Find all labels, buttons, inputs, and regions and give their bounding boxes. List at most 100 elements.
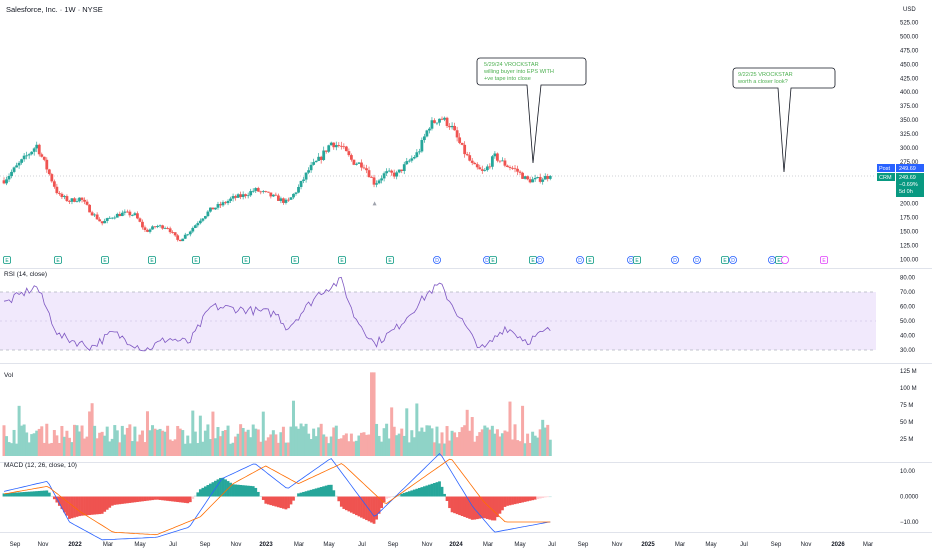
candle-body bbox=[506, 165, 509, 167]
time-tick-label: May bbox=[705, 542, 716, 548]
macd-histogram-bar bbox=[229, 482, 232, 497]
candle-body bbox=[123, 211, 127, 213]
macd-histogram-bar bbox=[377, 496, 381, 514]
macd-histogram-bar bbox=[528, 496, 532, 501]
rsi-tick-label: 70.00 bbox=[900, 290, 916, 296]
candle-body bbox=[239, 194, 243, 198]
volume-bar bbox=[143, 442, 147, 456]
candle-body bbox=[430, 120, 434, 129]
candle-body bbox=[151, 226, 154, 230]
volume-bar bbox=[249, 437, 253, 456]
macd-histogram-bar bbox=[27, 491, 31, 497]
volume-bar bbox=[259, 441, 263, 456]
volume-bar bbox=[12, 429, 16, 456]
candle-body bbox=[417, 151, 421, 153]
volume-bar bbox=[27, 442, 31, 456]
macd-histogram-bar bbox=[12, 492, 16, 497]
candle-body bbox=[93, 214, 97, 216]
price-tick-label: 525.00 bbox=[900, 21, 919, 27]
volume-bar bbox=[279, 432, 283, 456]
macd-histogram-bar bbox=[70, 496, 74, 519]
time-tick-label: Jul bbox=[358, 542, 366, 548]
macd-histogram-bar bbox=[332, 490, 336, 497]
volume-bar bbox=[364, 434, 368, 456]
candle-body bbox=[17, 162, 21, 166]
macd-histogram-bar bbox=[153, 496, 157, 500]
volume-bar bbox=[105, 426, 109, 456]
volume-bar bbox=[395, 435, 399, 456]
candle-body bbox=[455, 130, 459, 138]
volume-bar bbox=[427, 425, 431, 456]
candle-body bbox=[73, 198, 76, 202]
volume-bar bbox=[324, 436, 328, 456]
volume-bar bbox=[93, 425, 97, 456]
candle-body bbox=[201, 218, 205, 221]
macd-histogram-bar bbox=[274, 496, 278, 507]
candle-body bbox=[30, 151, 34, 155]
volume-bar bbox=[193, 431, 197, 456]
macd-histogram-bar bbox=[538, 496, 542, 499]
candle-body bbox=[143, 227, 147, 230]
macd-histogram-bar bbox=[25, 491, 29, 497]
macd-histogram-bar bbox=[63, 496, 66, 513]
candle-body bbox=[294, 192, 298, 194]
macd-histogram-bar bbox=[118, 496, 122, 505]
candle-body bbox=[214, 207, 217, 210]
macd-histogram-bar bbox=[271, 496, 275, 506]
macd-histogram-bar bbox=[168, 496, 172, 502]
volume-bar bbox=[548, 439, 552, 456]
earnings-marker-label: E bbox=[777, 258, 781, 264]
macd-histogram-bar bbox=[508, 496, 512, 506]
annotation-1-line: 5/29/24 VROCKSTAR bbox=[484, 62, 539, 68]
candle-body bbox=[141, 221, 144, 228]
earnings-marker bbox=[338, 256, 346, 264]
candle-body bbox=[261, 191, 265, 192]
volume-bar bbox=[163, 431, 167, 456]
volume-bar bbox=[211, 411, 215, 456]
volume-bar bbox=[25, 432, 29, 456]
candle-body bbox=[473, 162, 477, 165]
macd-histogram-bar bbox=[183, 496, 187, 503]
macd-histogram-bar bbox=[266, 496, 270, 505]
volume-bar bbox=[319, 423, 323, 456]
macd-histogram-bar bbox=[284, 496, 288, 510]
volume-bar bbox=[95, 438, 99, 456]
volume-bar bbox=[110, 438, 114, 456]
time-tick-label: Mar bbox=[294, 542, 304, 548]
candle-body bbox=[347, 151, 351, 156]
candle-body bbox=[428, 128, 431, 131]
macd-histogram-bar bbox=[470, 496, 474, 520]
macd-histogram-bar bbox=[181, 496, 185, 503]
annotation-2[interactable]: 9/22/25 VROCKSTAR worth a closer look? bbox=[732, 67, 836, 173]
macd-histogram-bar bbox=[178, 496, 182, 503]
earnings-marker bbox=[3, 256, 11, 264]
volume-bar bbox=[35, 430, 39, 456]
candle-body bbox=[319, 156, 323, 160]
macd-histogram-bar bbox=[241, 485, 245, 497]
macd-histogram-bar bbox=[90, 496, 94, 515]
volume-bar bbox=[294, 426, 298, 456]
candle-body bbox=[453, 125, 457, 131]
macd-histogram-bar bbox=[410, 490, 414, 497]
volume-bar bbox=[67, 437, 71, 456]
dividend-marker bbox=[671, 255, 680, 264]
last-price-change: −0.69% bbox=[899, 182, 918, 188]
candle-body bbox=[75, 201, 79, 203]
volume-bar bbox=[261, 411, 265, 456]
candle-body bbox=[523, 176, 527, 179]
volume-bar bbox=[246, 429, 250, 456]
macd-histogram-bar bbox=[287, 496, 290, 509]
macd-histogram-bar bbox=[83, 496, 86, 516]
macd-histogram-bar bbox=[312, 489, 316, 497]
volume-bar bbox=[329, 436, 333, 456]
macd-histogram-bar bbox=[171, 496, 175, 502]
macd-histogram-bar bbox=[518, 496, 522, 504]
price-tick-label: 175.00 bbox=[900, 216, 919, 222]
annotation-1[interactable]: 5/29/24 VROCKSTAR willing buyer into EPS… bbox=[476, 57, 587, 164]
volume-label: Vol bbox=[4, 372, 14, 379]
macd-histogram-bar bbox=[35, 491, 39, 497]
bar-countdown: 5d 0h bbox=[899, 189, 913, 195]
candle-body bbox=[526, 176, 530, 180]
price-tick-label: 375.00 bbox=[900, 104, 919, 110]
